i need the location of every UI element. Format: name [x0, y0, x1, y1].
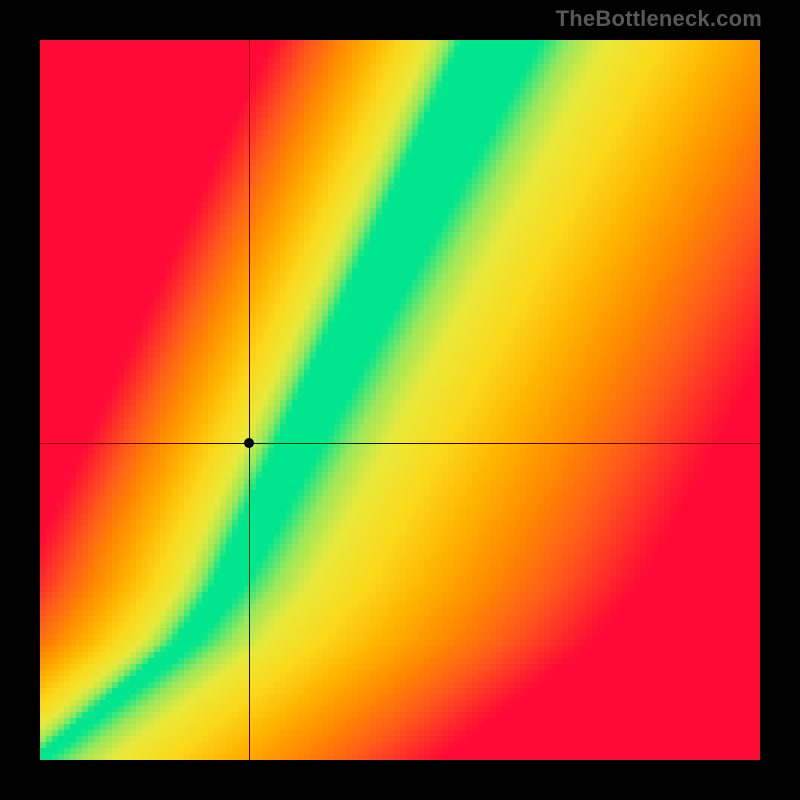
stage: TheBottleneck.com: [0, 0, 800, 800]
heatmap-canvas: [40, 40, 760, 760]
bottleneck-heatmap: [40, 40, 760, 760]
watermark-text: TheBottleneck.com: [556, 6, 762, 32]
selection-marker: [244, 438, 254, 448]
crosshair-vertical: [249, 40, 250, 760]
crosshair-horizontal: [40, 443, 760, 444]
